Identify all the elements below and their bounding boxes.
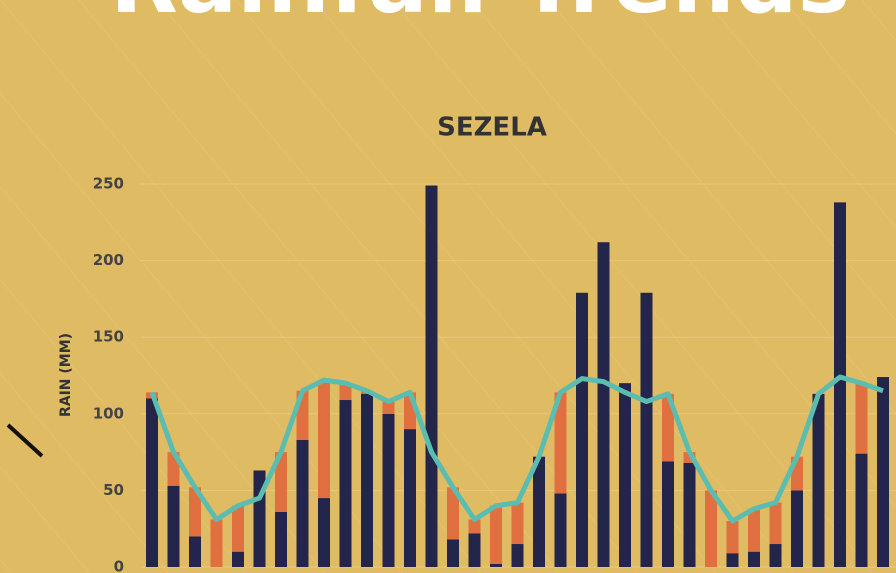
bar: [726, 553, 739, 567]
y-tick-label: 0: [114, 558, 124, 573]
bar: [554, 493, 567, 567]
bar: [511, 544, 524, 567]
y-tick-label: 50: [103, 481, 124, 499]
decoration: [6, 423, 44, 458]
bar: [447, 487, 459, 540]
bar: [275, 452, 287, 512]
bar: [404, 429, 416, 567]
bar: [662, 461, 674, 567]
bar: [769, 544, 782, 567]
bar: [855, 453, 868, 567]
y-tick-label: 200: [93, 251, 124, 269]
bar: [275, 511, 287, 567]
bar: [533, 456, 545, 567]
bar: [468, 533, 481, 567]
bar: [640, 292, 653, 567]
bar: [705, 490, 717, 567]
bar: [490, 505, 502, 564]
bar: [318, 380, 330, 499]
bar: [232, 505, 244, 552]
chart-title: SEZELA: [437, 113, 547, 143]
y-tick-label: 150: [93, 328, 124, 346]
bar: [877, 377, 889, 567]
bar: [382, 401, 395, 414]
y-axis-label: RAIN (MM): [58, 333, 74, 417]
y-tick-label: 100: [93, 404, 124, 422]
bar: [812, 393, 825, 567]
bar: [210, 519, 223, 567]
bar: [490, 563, 502, 567]
bar: [189, 536, 201, 567]
bar: [339, 383, 352, 401]
bar: [683, 452, 696, 463]
bar: [834, 202, 846, 567]
bar: [597, 242, 610, 567]
bar: [189, 487, 201, 537]
bar: [447, 539, 459, 567]
bar: [683, 462, 696, 567]
slide-title: Rainfall Trends: [110, 0, 850, 33]
bar: [382, 413, 395, 567]
bar: [791, 490, 803, 567]
bar: [554, 392, 567, 494]
bar: [146, 398, 158, 567]
y-tick-label: 250: [93, 175, 124, 193]
bar: [726, 521, 739, 554]
bar: [468, 519, 481, 534]
bar: [748, 508, 760, 552]
bar: [511, 502, 524, 545]
line: [149, 374, 884, 524]
bar: [318, 498, 330, 567]
bar: [361, 393, 373, 567]
bar: [662, 393, 674, 462]
bar: [576, 292, 588, 567]
bar: [425, 185, 438, 568]
bar: [748, 551, 760, 567]
bar: [619, 383, 631, 567]
bar: [855, 383, 868, 454]
bar: [167, 485, 180, 567]
bar: [232, 551, 244, 567]
bar: [296, 439, 309, 567]
bar: [769, 502, 782, 545]
bar: [339, 400, 352, 567]
